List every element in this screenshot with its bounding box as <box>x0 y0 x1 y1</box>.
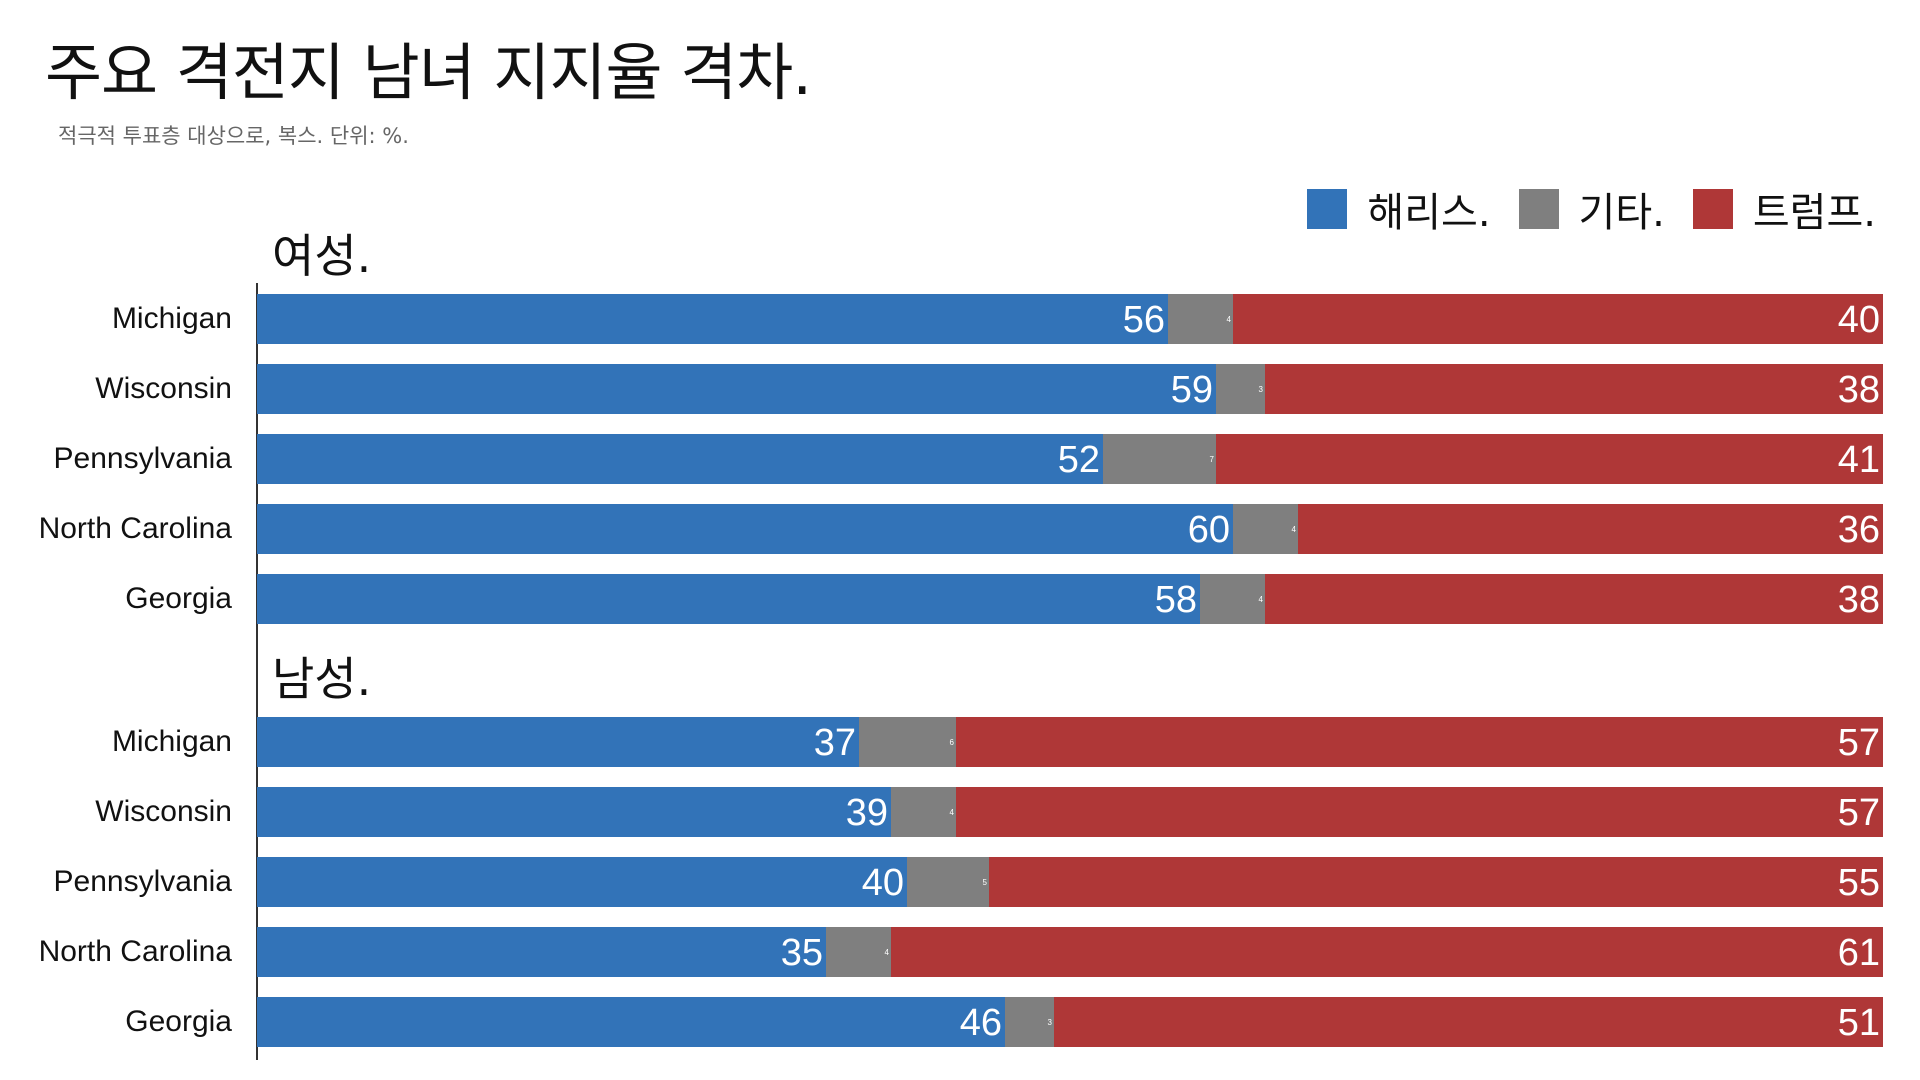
row-label-women-michigan: Michigan <box>111 302 232 335</box>
data-label-harris: 52 <box>1057 439 1100 481</box>
row-label-women-north-carolina: North Carolina <box>38 512 232 545</box>
row-label-men-pennsylvania: Pennsylvania <box>53 865 232 898</box>
bar-segment-other <box>1200 574 1265 624</box>
bar-segment-harris <box>257 504 1233 554</box>
bar-segment-harris <box>257 997 1005 1047</box>
data-label-other: 6 <box>949 738 954 747</box>
data-label-harris: 59 <box>1170 369 1213 411</box>
legend-label-harris: 해리스. <box>1367 190 1491 236</box>
bar-segment-other <box>1168 294 1233 344</box>
legend-label-other: 기타. <box>1578 190 1665 236</box>
bar-segment-trump <box>1298 504 1883 554</box>
axis-line <box>256 283 258 1060</box>
data-label-other: 5 <box>982 878 987 887</box>
data-label-harris: 46 <box>959 1002 1002 1044</box>
bar-segment-harris <box>257 434 1103 484</box>
bar-row-men-pennsylvania: 40 5 55 <box>257 857 1883 907</box>
bar-segment-harris <box>257 857 907 907</box>
bar-segment-trump <box>1265 364 1883 414</box>
data-label-harris: 40 <box>861 862 904 904</box>
row-label-men-georgia: Georgia <box>125 1005 232 1038</box>
bar-row-men-north-carolina: 35 4 61 <box>257 927 1883 977</box>
bar-segment-other <box>859 717 956 767</box>
legend-swatch-other <box>1518 189 1559 229</box>
bar-segment-harris <box>257 364 1216 414</box>
bar-row-women-north-carolina: 60 4 36 <box>257 504 1883 554</box>
data-label-trump: 38 <box>1837 369 1880 411</box>
row-label-men-wisconsin: Wisconsin <box>95 795 232 828</box>
bar-segment-harris <box>257 717 859 767</box>
legend-swatch-harris <box>1307 189 1348 229</box>
data-label-harris: 56 <box>1122 299 1165 341</box>
bar-segment-other <box>826 927 891 977</box>
data-label-other: 4 <box>1258 595 1263 604</box>
data-label-trump: 51 <box>1837 1002 1880 1044</box>
group-title-men: 남성. <box>272 652 372 706</box>
row-label-women-georgia: Georgia <box>125 582 232 615</box>
bar-segment-trump <box>1054 997 1883 1047</box>
bar-segment-trump <box>1265 574 1883 624</box>
legend-label-trump: 트럼프. <box>1752 190 1876 236</box>
data-label-harris: 39 <box>845 792 888 834</box>
bar-segment-trump <box>989 857 1883 907</box>
legend-item-trump: 트럼프. <box>1692 180 1876 238</box>
data-label-other: 4 <box>1226 315 1231 324</box>
row-label-women-pennsylvania: Pennsylvania <box>53 442 232 475</box>
data-label-trump: 57 <box>1837 792 1880 834</box>
data-label-trump: 41 <box>1837 439 1880 481</box>
bar-segment-harris <box>257 927 826 977</box>
data-label-trump: 55 <box>1837 862 1880 904</box>
bar-segment-harris <box>257 787 891 837</box>
data-label-trump: 61 <box>1837 932 1880 974</box>
bar-segment-trump <box>1216 434 1883 484</box>
data-label-trump: 57 <box>1837 722 1880 764</box>
bar-segment-harris <box>257 294 1168 344</box>
bar-segment-other <box>1233 504 1298 554</box>
bar-segment-harris <box>257 574 1200 624</box>
bar-row-men-georgia: 46 3 51 <box>257 997 1883 1047</box>
bar-segment-other <box>1103 434 1216 484</box>
bar-row-women-michigan: 56 4 40 <box>257 294 1883 344</box>
bar-row-women-wisconsin: 59 3 38 <box>257 364 1883 414</box>
data-label-harris: 58 <box>1154 579 1197 621</box>
bar-row-men-michigan: 37 6 57 <box>257 717 1883 767</box>
row-label-men-michigan: Michigan <box>111 725 232 758</box>
bar-row-women-georgia: 58 4 38 <box>257 574 1883 624</box>
row-label-men-north-carolina: North Carolina <box>38 935 232 968</box>
bar-row-women-pennsylvania: 52 7 41 <box>257 434 1883 484</box>
bar-segment-other <box>907 857 989 907</box>
bar-segment-trump <box>891 927 1883 977</box>
data-label-harris: 35 <box>780 932 823 974</box>
bar-segment-trump <box>1233 294 1883 344</box>
legend-item-other: 기타. <box>1518 180 1665 238</box>
data-label-other: 7 <box>1209 455 1214 464</box>
data-label-harris: 60 <box>1187 509 1230 551</box>
data-label-other: 4 <box>1291 525 1296 534</box>
data-label-trump: 38 <box>1837 579 1880 621</box>
data-label-harris: 37 <box>813 722 856 764</box>
bar-segment-other <box>891 787 956 837</box>
bar-segment-other <box>1005 997 1054 1047</box>
legend: 해리스. 기타. 트럼프. <box>1307 180 1876 238</box>
row-label-women-wisconsin: Wisconsin <box>95 372 232 405</box>
data-label-other: 3 <box>1258 385 1263 394</box>
data-label-other: 4 <box>884 948 889 957</box>
data-label-other: 3 <box>1047 1018 1052 1027</box>
bar-row-men-wisconsin: 39 4 57 <box>257 787 1883 837</box>
legend-swatch-trump <box>1692 189 1733 229</box>
data-label-other: 4 <box>949 808 954 817</box>
chart-title: 주요 격전지 남녀 지지율 격차. <box>45 36 812 109</box>
group-title-women: 여성. <box>272 229 372 283</box>
legend-item-harris: 해리스. <box>1307 180 1491 238</box>
bar-segment-trump <box>956 717 1883 767</box>
data-label-trump: 36 <box>1837 509 1880 551</box>
data-label-trump: 40 <box>1837 299 1880 341</box>
bar-segment-trump <box>956 787 1883 837</box>
bar-segment-other <box>1216 364 1265 414</box>
chart-subtitle: 적극적 투표층 대상으로, 복스. 단위: %. <box>58 124 409 148</box>
